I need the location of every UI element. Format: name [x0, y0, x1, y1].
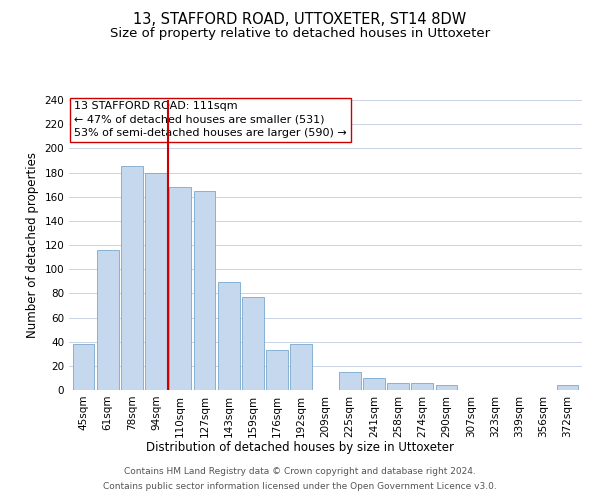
- Bar: [412, 383, 433, 390]
- Bar: [194, 190, 215, 390]
- Bar: [363, 378, 385, 390]
- Text: 13, STAFFORD ROAD, UTTOXETER, ST14 8DW: 13, STAFFORD ROAD, UTTOXETER, ST14 8DW: [133, 12, 467, 28]
- Text: Distribution of detached houses by size in Uttoxeter: Distribution of detached houses by size …: [146, 441, 454, 454]
- Bar: [73, 344, 94, 390]
- Bar: [436, 385, 457, 390]
- Text: Contains HM Land Registry data © Crown copyright and database right 2024.: Contains HM Land Registry data © Crown c…: [124, 467, 476, 476]
- Bar: [387, 383, 409, 390]
- Bar: [290, 344, 312, 390]
- Bar: [218, 282, 239, 390]
- Bar: [97, 250, 119, 390]
- Bar: [169, 187, 191, 390]
- Bar: [121, 166, 143, 390]
- Y-axis label: Number of detached properties: Number of detached properties: [26, 152, 39, 338]
- Bar: [145, 172, 167, 390]
- Bar: [266, 350, 288, 390]
- Bar: [557, 385, 578, 390]
- Text: 13 STAFFORD ROAD: 111sqm
← 47% of detached houses are smaller (531)
53% of semi-: 13 STAFFORD ROAD: 111sqm ← 47% of detach…: [74, 102, 347, 138]
- Text: Size of property relative to detached houses in Uttoxeter: Size of property relative to detached ho…: [110, 28, 490, 40]
- Text: Contains public sector information licensed under the Open Government Licence v3: Contains public sector information licen…: [103, 482, 497, 491]
- Bar: [242, 297, 264, 390]
- Bar: [339, 372, 361, 390]
